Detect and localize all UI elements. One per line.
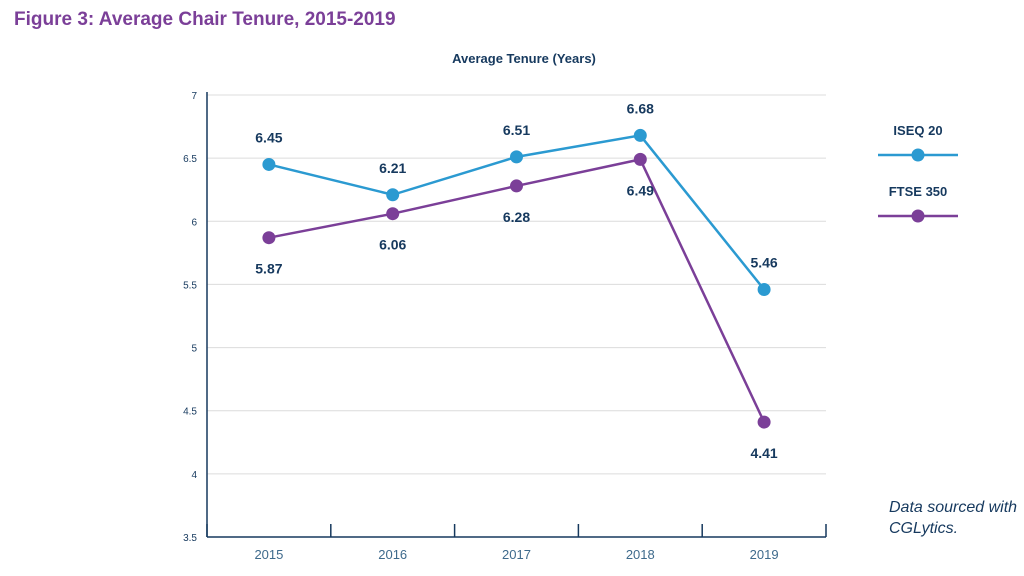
figure-title: Figure 3: Average Chair Tenure, 2015-201… [14,9,396,30]
y-tick-label: 4.5 [183,407,197,418]
x-tick-label: 2016 [378,547,407,562]
y-tick-label: 6.5 [183,154,197,165]
x-tick-label: 2018 [626,547,655,562]
data-label-ftse-350: 5.87 [255,261,282,277]
chart-title: Average Tenure (Years) [452,51,596,66]
legend-label-iseq-20: ISEQ 20 [893,123,942,138]
data-point-iseq-20 [757,282,771,296]
data-label-iseq-20: 6.45 [255,129,282,145]
x-tick-label: 2019 [750,547,779,562]
x-tick-label: 2015 [254,547,283,562]
y-tick-label: 3.5 [183,533,197,544]
data-point-ftse-350 [386,207,400,221]
legend: ISEQ 20 FTSE 350 [878,123,958,223]
gridlines [207,94,826,475]
data-label-ftse-350: 6.49 [627,182,654,198]
legend-label-ftse-350: FTSE 350 [889,184,948,199]
y-tick-label: 6 [191,217,197,228]
data-label-iseq-20: 6.51 [503,122,530,138]
series-group: 6.45 6.21 6.51 6.68 5.46 5.87 6.06 6.28 6.49 4.41 [255,100,778,461]
data-point-iseq-20 [386,188,400,202]
data-point-iseq-20 [633,128,647,142]
data-point-iseq-20 [510,150,523,164]
y-tick-labels: 3.5 4 4.5 5 5.5 6 6.5 7 [183,91,197,544]
data-label-iseq-20: 5.46 [750,254,777,270]
y-tick-label: 7 [191,91,197,102]
data-point-iseq-20 [262,157,276,171]
data-point-ftse-350 [510,179,523,193]
data-label-iseq-20: 6.21 [379,160,406,176]
data-point-ftse-350 [262,231,276,245]
axes [206,92,827,538]
y-tick-label: 5.5 [183,280,197,291]
source-note: Data sourced with CGLytics. [889,499,1018,537]
y-tick-label: 4 [191,470,197,481]
data-point-ftse-350 [633,152,647,166]
data-label-ftse-350: 4.41 [750,445,777,461]
legend-marker-ftse-350 [911,209,925,223]
legend-marker-iseq-20 [911,148,925,162]
x-tick-label: 2017 [502,547,531,562]
data-label-iseq-20: 6.68 [627,100,654,116]
x-tick-labels: 2015 2016 2017 2018 2019 [254,547,778,562]
data-point-ftse-350 [757,415,771,429]
data-label-ftse-350: 6.28 [503,209,530,225]
y-tick-label: 5 [191,344,197,355]
data-label-ftse-350: 6.06 [379,237,406,253]
